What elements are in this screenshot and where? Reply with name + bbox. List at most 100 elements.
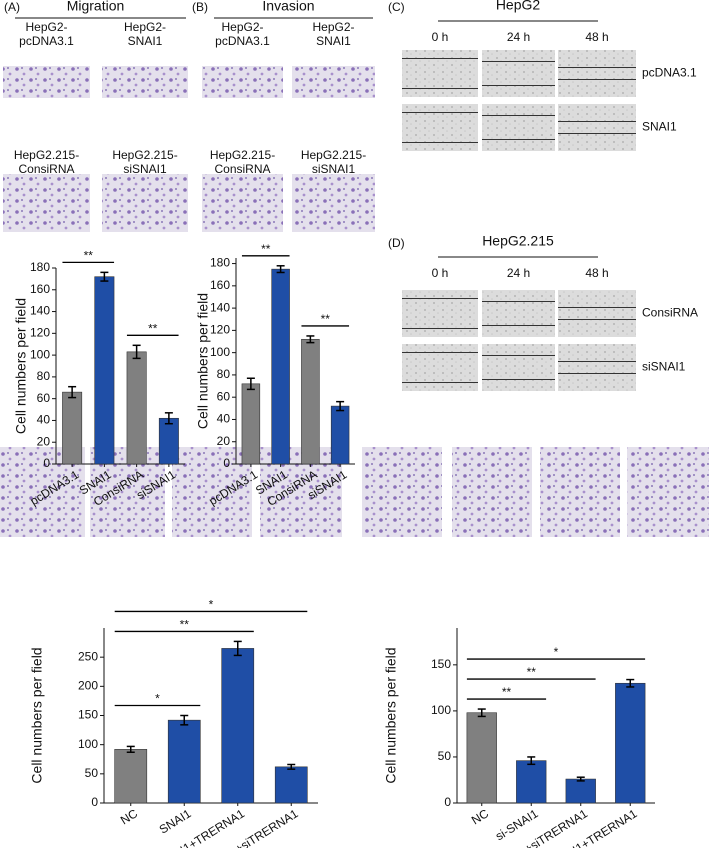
- y-tick-label: 60: [217, 389, 231, 403]
- significance-label: **: [502, 685, 512, 699]
- significance-label: *: [209, 598, 214, 612]
- panel-title: HepG2: [496, 0, 541, 13]
- panel-title: HepG2.215: [482, 233, 554, 249]
- significance-label: **: [180, 618, 190, 632]
- time-label: 48 h: [585, 30, 608, 44]
- error-bar: [287, 763, 296, 770]
- error-bar: [164, 412, 173, 425]
- image-caption: siSNAI1: [123, 162, 167, 176]
- bar: [466, 712, 497, 804]
- bar: [114, 749, 148, 804]
- micrograph: [402, 344, 478, 391]
- micrograph: [292, 174, 375, 232]
- image-caption: HepG2-: [312, 20, 354, 34]
- y-tick-label: 0: [223, 456, 230, 470]
- y-tick-label: 150: [78, 708, 98, 722]
- image-caption: siSNAI1: [312, 162, 356, 176]
- significance-label: **: [321, 312, 331, 326]
- y-tick-label: 20: [217, 434, 231, 448]
- micrograph: [402, 104, 478, 151]
- y-tick-label: 80: [37, 369, 51, 383]
- significance-label: **: [84, 249, 94, 263]
- y-tick-label: 100: [78, 737, 98, 751]
- row-label: pcDNA3.1: [642, 66, 697, 80]
- y-tick-label: 140: [210, 300, 230, 314]
- y-tick-label: 50: [438, 749, 452, 763]
- y-tick-label: 40: [37, 413, 51, 427]
- error-bar: [126, 745, 135, 753]
- error-bar: [576, 776, 585, 782]
- y-tick-label: 140: [30, 304, 50, 318]
- y-tick-label: 250: [78, 649, 98, 663]
- y-tick-label: 100: [210, 345, 230, 359]
- image-caption: HepG2.215-: [14, 148, 79, 162]
- y-tick-label: 40: [217, 412, 231, 426]
- time-label: 0 h: [432, 30, 449, 44]
- image-caption: ConsiRNA: [18, 162, 74, 176]
- micrograph: [627, 447, 709, 537]
- time-label: 48 h: [585, 266, 608, 280]
- row-label: SNAI1: [642, 120, 677, 134]
- error-bar: [336, 400, 345, 412]
- image-caption: HepG2-: [124, 20, 166, 34]
- y-tick-label: 150: [431, 657, 451, 671]
- bar: [158, 417, 179, 465]
- micrograph: [3, 174, 90, 232]
- error-bar: [68, 385, 77, 399]
- bar: [221, 648, 255, 804]
- time-label: 0 h: [432, 266, 449, 280]
- row-label: siSNAI1: [642, 360, 686, 374]
- panel-label: (D): [388, 236, 405, 250]
- error-bar: [180, 714, 189, 726]
- error-bar: [527, 756, 536, 766]
- x-tick-label: NC: [469, 806, 491, 827]
- panel-label: (B): [192, 0, 208, 14]
- image-caption: SNAI1: [316, 34, 351, 48]
- error-bar: [477, 708, 486, 718]
- y-tick-label: 50: [85, 766, 99, 780]
- panel-label: (A): [4, 0, 20, 14]
- y-tick-label: 20: [37, 434, 51, 448]
- image-caption: HepG2.215-: [112, 148, 177, 162]
- micrograph: [292, 66, 375, 98]
- bar: [565, 778, 596, 804]
- y-tick-label: 180: [30, 260, 50, 274]
- y-axis-label: Cell numbers per field: [29, 647, 45, 783]
- micrograph: [558, 104, 636, 151]
- y-tick-label: 80: [217, 367, 231, 381]
- y-tick-label: 60: [37, 391, 51, 405]
- y-axis-label: Cell numbers per field: [383, 647, 399, 783]
- error-bar: [100, 271, 109, 282]
- y-tick-label: 180: [210, 256, 230, 270]
- image-caption: pcDNA3.1: [215, 34, 270, 48]
- micrograph: [102, 174, 188, 232]
- y-tick-label: 160: [30, 282, 50, 296]
- image-caption: HepG2.215-: [210, 148, 275, 162]
- y-tick-label: 100: [431, 703, 451, 717]
- image-caption: ConsiRNA: [214, 162, 270, 176]
- bar: [516, 760, 547, 804]
- image-caption: SNAI1: [128, 34, 163, 48]
- bar: [615, 682, 646, 804]
- image-caption: HepG2-: [25, 20, 67, 34]
- significance-label: **: [261, 242, 271, 256]
- bar: [301, 338, 320, 465]
- y-tick-label: 120: [30, 326, 50, 340]
- image-caption: HepG2.215-: [301, 148, 366, 162]
- y-axis-label: Cell numbers per field: [195, 293, 211, 429]
- error-bar: [233, 640, 242, 657]
- panel-title: Invasion: [262, 0, 314, 14]
- micrograph: [482, 344, 555, 391]
- significance-label: **: [148, 321, 158, 335]
- micrograph: [402, 290, 478, 337]
- y-axis-label: Cell numbers per field: [13, 298, 29, 434]
- bar: [62, 391, 83, 465]
- time-label: 24 h: [507, 30, 530, 44]
- bar: [126, 351, 147, 465]
- error-bar: [306, 335, 315, 344]
- micrograph: [102, 66, 188, 98]
- panel-label: (C): [388, 0, 405, 14]
- micrograph: [558, 290, 636, 337]
- bar: [271, 268, 290, 465]
